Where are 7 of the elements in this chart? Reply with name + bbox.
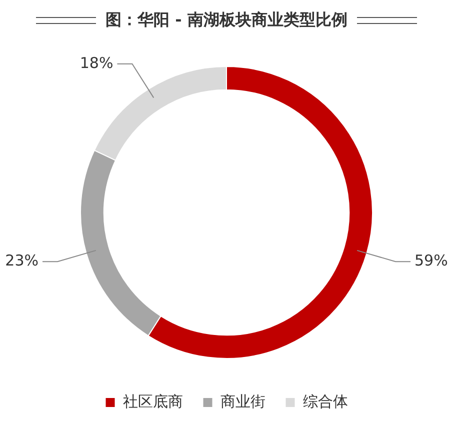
legend-label: 商业街 [220,392,266,410]
legend-label: 社区底商 [122,392,183,410]
chart-title: 图：华阳 - 南湖板块商业类型比例 [106,10,348,30]
data-label: 59% [414,251,448,270]
legend-label: 综合体 [302,392,348,410]
data-label: 23% [5,251,38,270]
data-label: 18% [80,54,114,72]
